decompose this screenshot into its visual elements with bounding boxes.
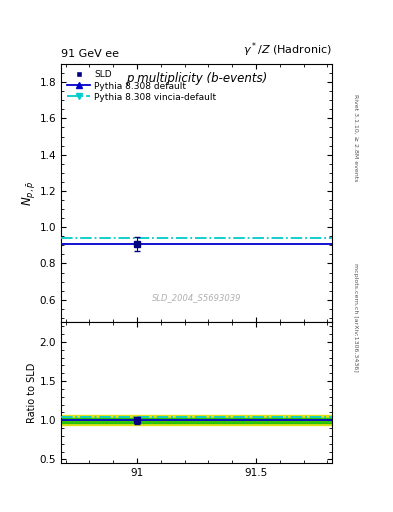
Y-axis label: Ratio to SLD: Ratio to SLD — [27, 362, 37, 423]
Text: $\gamma^*/Z$ (Hadronic): $\gamma^*/Z$ (Hadronic) — [243, 40, 332, 59]
Text: mcplots.cern.ch [arXiv:1306.3436]: mcplots.cern.ch [arXiv:1306.3436] — [353, 263, 358, 372]
Bar — [61, 415, 332, 425]
Legend: SLD, Pythia 8.308 default, Pythia 8.308 vincia-default: SLD, Pythia 8.308 default, Pythia 8.308 … — [65, 69, 218, 103]
Bar — [61, 418, 332, 422]
Text: Rivet 3.1.10, ≥ 2.8M events: Rivet 3.1.10, ≥ 2.8M events — [353, 95, 358, 182]
Text: p multiplicity (b-events): p multiplicity (b-events) — [126, 72, 267, 85]
Y-axis label: $N_{p,\bar{p}}$: $N_{p,\bar{p}}$ — [20, 181, 37, 206]
Text: SLD_2004_S5693039: SLD_2004_S5693039 — [152, 293, 241, 302]
Text: 91 GeV ee: 91 GeV ee — [61, 49, 119, 59]
